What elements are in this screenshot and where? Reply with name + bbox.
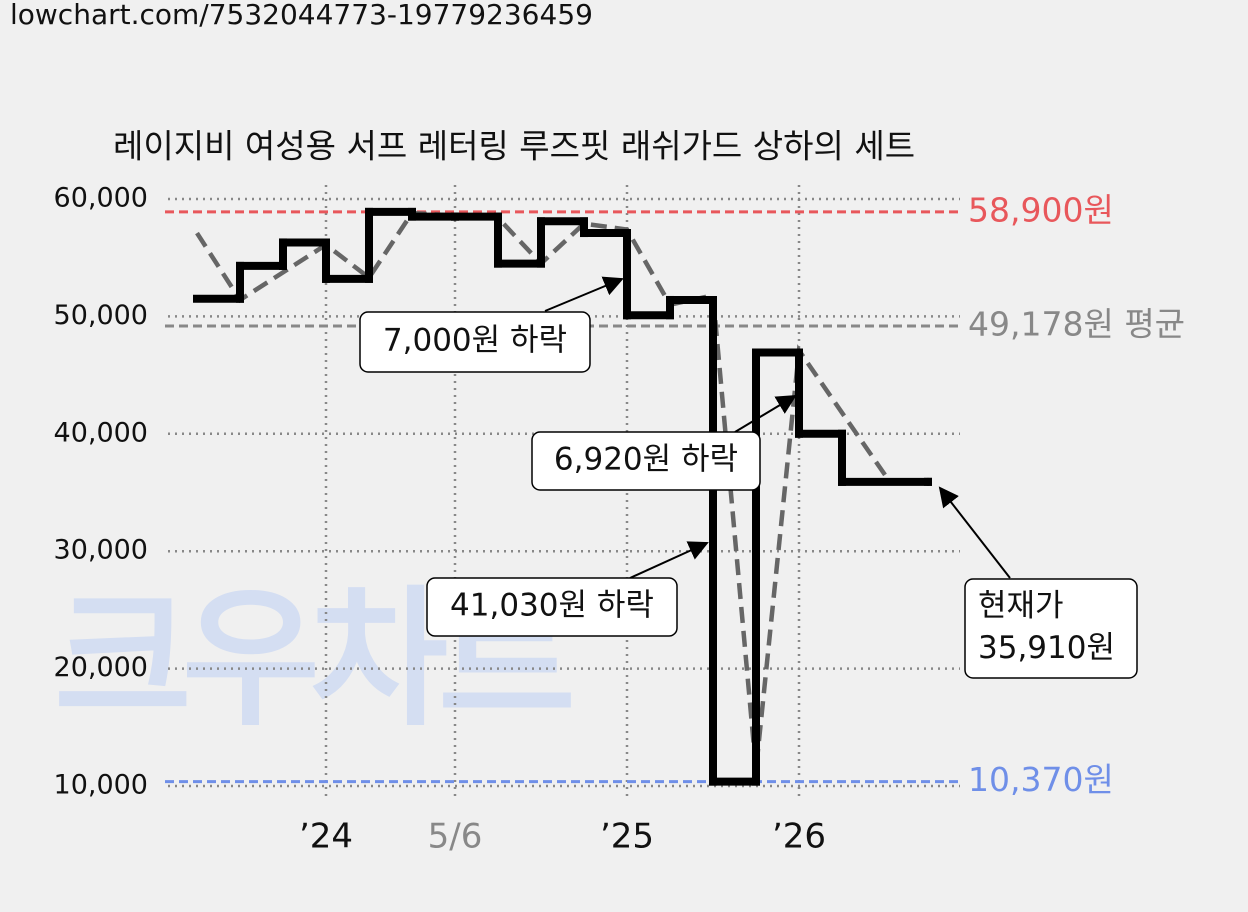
annotation-box: [359, 311, 591, 373]
price-end: [924, 477, 932, 486]
annotation-box: [964, 578, 1138, 679]
annotation-text: 현재가: [978, 588, 1064, 624]
annotation-box: [531, 431, 761, 491]
reference-label: 58,900원: [968, 190, 1114, 229]
average-line: [195, 210, 887, 770]
x-tick-label: ’25: [600, 817, 654, 857]
y-tick-label: 40,000: [54, 417, 148, 448]
annotation-text: 6,920원 하락: [554, 442, 738, 478]
reference-label: 10,370원: [968, 760, 1114, 799]
y-tick-label: 30,000: [54, 535, 148, 566]
y-tick-label: 60,000: [54, 183, 148, 214]
annotation-arrow: [938, 486, 1011, 579]
annotation-arrow: [544, 276, 624, 312]
annotation-text: 41,030원 하락: [450, 588, 654, 624]
annotation-text: 35,910원: [978, 630, 1115, 666]
reference-label: 49,178원 평균: [968, 305, 1185, 344]
annotation-arrow: [734, 394, 797, 433]
x-tick-label: ’26: [772, 817, 826, 857]
annotation-box: [426, 577, 678, 637]
x-tick-label: 5/6: [428, 817, 483, 857]
annotation-arrow: [629, 541, 709, 579]
x-tick-label: ’24: [299, 817, 353, 857]
y-tick-label: 20,000: [54, 652, 148, 683]
annotation-text: 7,000원 하락: [383, 323, 567, 359]
y-tick-label: 50,000: [54, 300, 148, 331]
url: lowchart.com/7532044773-19779236459: [10, 0, 593, 31]
y-tick-label: 10,000: [54, 770, 148, 801]
chart-title: 레이지비 여성용 서프 레터링 루즈핏 래쉬가드 상하의 세트: [113, 127, 915, 166]
